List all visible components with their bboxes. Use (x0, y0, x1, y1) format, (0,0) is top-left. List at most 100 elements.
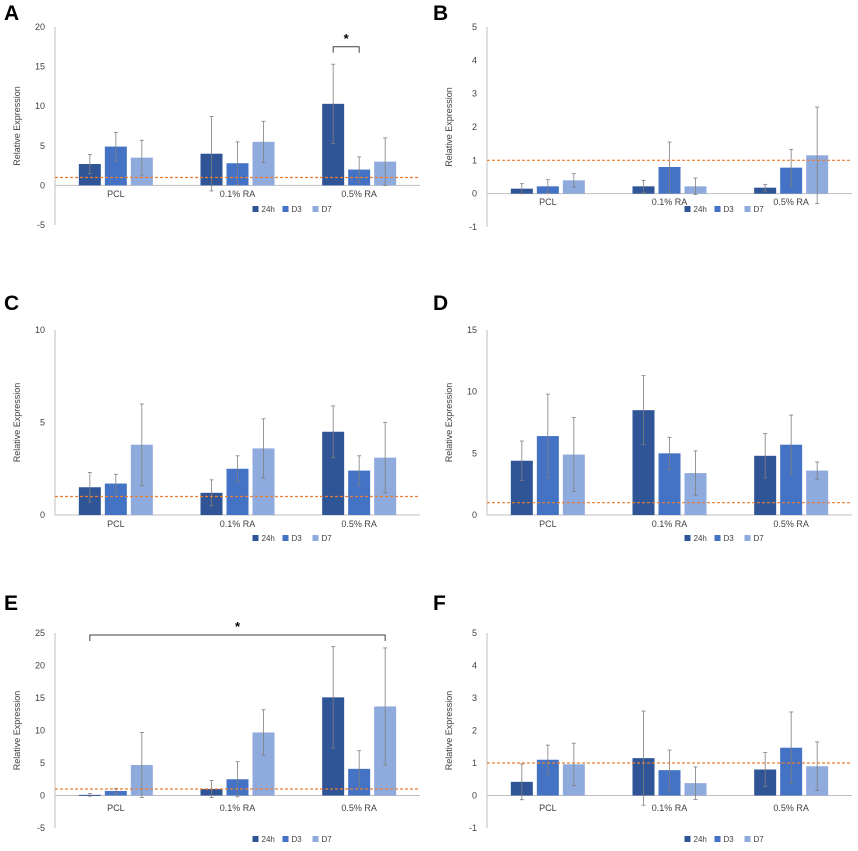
y-tick-label: 25 (35, 628, 45, 638)
y-tick-label: 5 (472, 448, 477, 458)
y-tick-label: -5 (37, 220, 45, 230)
bar-d7-2 (252, 141, 275, 186)
significance-bracket (89, 634, 386, 641)
bar-d3-2 (226, 468, 249, 515)
y-tick-label: 0 (40, 180, 45, 190)
chart-panel-e: E Relative Expression -5 0 5 10 15 20 25 PCL 0.1% … (4, 592, 420, 844)
y-tick-label: 0 (472, 791, 477, 801)
y-tick-label: 5 (472, 22, 477, 32)
legend-label: 24h (262, 205, 275, 214)
y-axis-label: Relative Expression (444, 87, 454, 167)
legend-label: D3 (724, 534, 735, 543)
y-tick-label: 15 (35, 62, 45, 72)
legend-swatch-24h (252, 206, 259, 212)
chart-panel-d: D Relative Expression 0 5 10 15 PCL 0.1% RA 0.5%… (433, 292, 852, 543)
legend-label: D7 (322, 205, 333, 214)
category-label: 0.5% RA (341, 803, 377, 813)
y-tick-label: 4 (472, 661, 477, 671)
bar-d3-1 (104, 146, 127, 186)
panel-letter: B (433, 2, 448, 25)
bar-24h-3 (322, 103, 345, 186)
bar-24h-1 (78, 164, 101, 186)
category-label: 0.5% RA (341, 519, 377, 529)
category-label: PCL (539, 803, 557, 813)
y-axis-label: Relative Expression (12, 86, 22, 166)
y-tick-label: 4 (472, 55, 477, 65)
y-tick-label: 10 (467, 387, 477, 397)
legend-swatch-d7 (744, 206, 751, 212)
legend-label: D3 (292, 835, 303, 844)
category-label: PCL (539, 197, 557, 207)
legend-swatch-d7 (312, 836, 319, 842)
bar-24h-3 (322, 431, 345, 515)
y-tick-label: 1 (472, 758, 477, 768)
chart-panel-c: C Relative Expression 0 5 10 PCL 0.1% RA 0.5% R… (4, 292, 420, 543)
bar-d7-2 (252, 448, 275, 515)
y-tick-label: -1 (469, 823, 477, 833)
panel-letter: D (433, 292, 448, 315)
legend-label: D7 (322, 835, 333, 844)
category-label: 0.5% RA (341, 189, 377, 199)
bar-24h-1 (510, 460, 533, 515)
legend-swatch-d7 (744, 836, 751, 842)
y-tick-label: 5 (472, 628, 477, 638)
legend-label: D3 (724, 205, 735, 214)
legend-swatch-d3 (714, 836, 721, 842)
y-tick-label: 0 (40, 510, 45, 520)
legend: 24h D3 D7 (252, 835, 333, 844)
bar-d7-3 (806, 470, 829, 515)
bar-24h-2 (632, 410, 655, 515)
legend-swatch-d3 (282, 535, 289, 541)
y-axis-label: Relative Expression (12, 691, 22, 771)
chart-panel-a: A Relative Expression -5 0 5 10 15 20 PCL 0.1% RA… (4, 2, 420, 230)
legend: 24h D3 D7 (252, 534, 333, 543)
bar-24h-3 (754, 455, 777, 515)
category-label: 0.1% RA (220, 519, 256, 529)
bar-d3-1 (104, 483, 127, 515)
y-tick-label: 20 (35, 22, 45, 32)
y-tick-label: 5 (40, 141, 45, 151)
legend-swatch-24h (684, 535, 691, 541)
y-tick-label: 10 (35, 101, 45, 111)
legend-label: 24h (694, 205, 707, 214)
bar-d3-3 (348, 470, 371, 515)
category-label: 0.1% RA (220, 803, 256, 813)
category-label: 0.5% RA (773, 519, 809, 529)
y-tick-label: 2 (472, 122, 477, 132)
category-label: 0.1% RA (652, 519, 688, 529)
legend-label: D7 (322, 534, 333, 543)
legend-swatch-d3 (714, 206, 721, 212)
y-axis-label: Relative Expression (444, 383, 454, 463)
y-axis-label: Relative Expression (12, 383, 22, 463)
legend-label: 24h (694, 835, 707, 844)
y-tick-label: 1 (472, 155, 477, 165)
chart-panel-f: F Relative Expression -1 0 1 2 3 4 5 PCL 0.1% RA 0.… (433, 592, 852, 844)
legend-label: D3 (724, 835, 735, 844)
legend-label: 24h (262, 534, 275, 543)
y-tick-label: 3 (472, 89, 477, 99)
y-tick-label: 20 (35, 661, 45, 671)
bar-d3-1 (536, 759, 559, 796)
y-tick-label: 5 (40, 758, 45, 768)
y-tick-label: 15 (35, 693, 45, 703)
significance-label: * (344, 31, 350, 46)
legend-swatch-d7 (312, 535, 319, 541)
legend-swatch-24h (252, 836, 259, 842)
y-tick-label: 0 (472, 510, 477, 520)
y-tick-label: 2 (472, 726, 477, 736)
legend-label: 24h (694, 534, 707, 543)
category-label: 0.1% RA (652, 803, 688, 813)
category-label: PCL (107, 189, 125, 199)
significance-label: * (235, 619, 241, 634)
panel-letter: A (4, 2, 19, 25)
legend-label: D3 (292, 205, 303, 214)
y-tick-label: 15 (467, 325, 477, 335)
legend-swatch-24h (252, 535, 259, 541)
chart-panel-b: B Relative Expression -1 0 1 2 3 4 5 PCL 0.1% RA 0.… (433, 2, 852, 232)
category-label: PCL (107, 519, 125, 529)
legend-label: D7 (754, 205, 765, 214)
y-axis-label: Relative Expression (444, 691, 454, 771)
bar-d3-2 (658, 453, 681, 515)
legend-label: D7 (754, 835, 765, 844)
